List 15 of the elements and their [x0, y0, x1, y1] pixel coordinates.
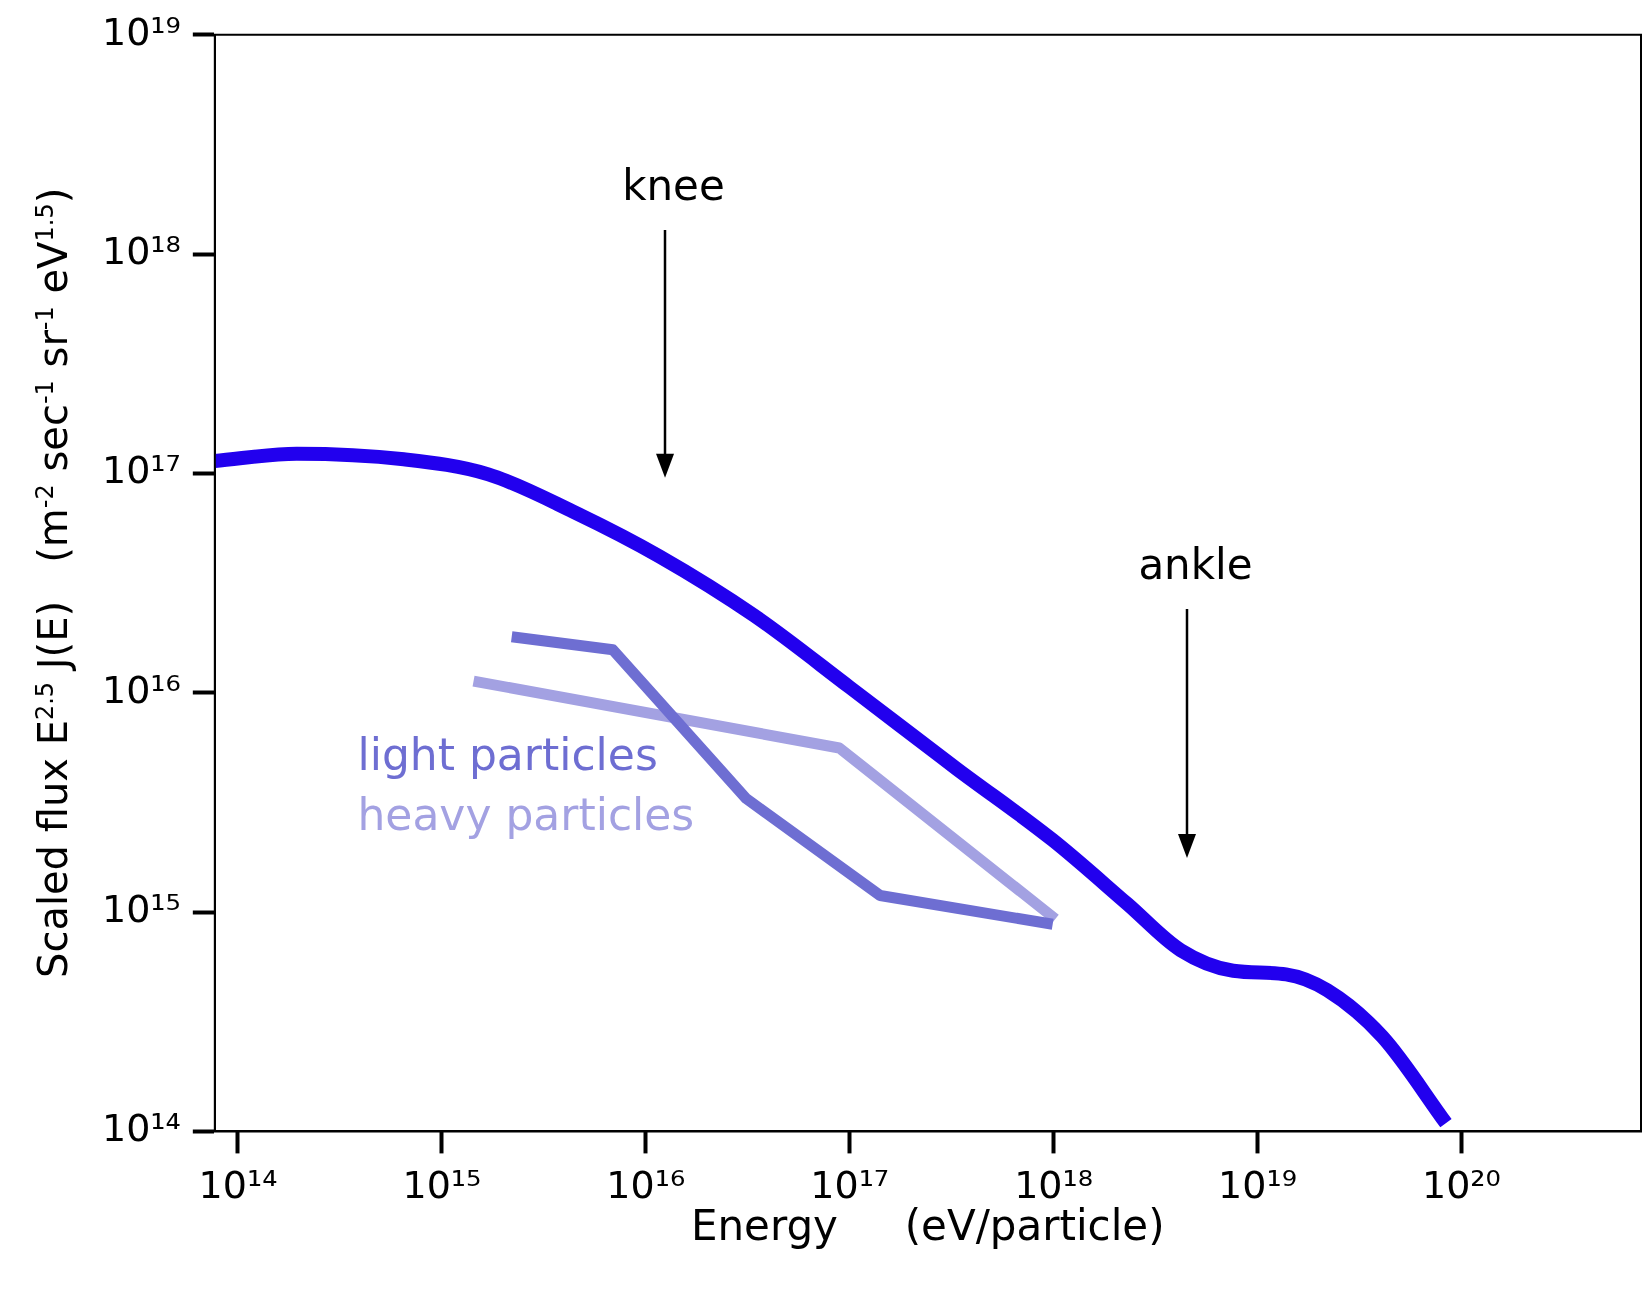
y-tick-label: 10¹⁵	[101, 886, 181, 931]
x-tick-label: 10¹⁹	[1218, 1163, 1297, 1208]
y-tick-label: 10¹⁹	[101, 9, 181, 54]
x-tick-label: 10¹⁵	[402, 1163, 482, 1208]
x-tick-label: 10¹⁴	[198, 1163, 278, 1208]
x-tick-label: 10²⁰	[1421, 1163, 1501, 1208]
x-tick-label: 10¹⁶	[606, 1163, 686, 1208]
annotation: ankle	[1138, 540, 1253, 590]
series-label: light particles	[357, 728, 658, 780]
series-label: heavy particles	[357, 788, 695, 840]
y-tick-label: 10¹⁶	[101, 667, 181, 712]
annotation: knee	[622, 160, 725, 210]
y-tick-label: 10¹⁴	[101, 1106, 181, 1151]
y-tick-label: 10¹⁷	[101, 448, 181, 493]
y-tick-label: 10¹⁸	[101, 228, 181, 273]
